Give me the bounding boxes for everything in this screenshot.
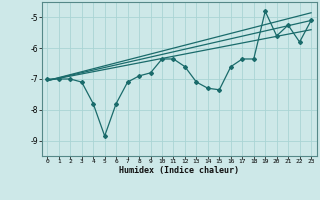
- X-axis label: Humidex (Indice chaleur): Humidex (Indice chaleur): [119, 166, 239, 175]
